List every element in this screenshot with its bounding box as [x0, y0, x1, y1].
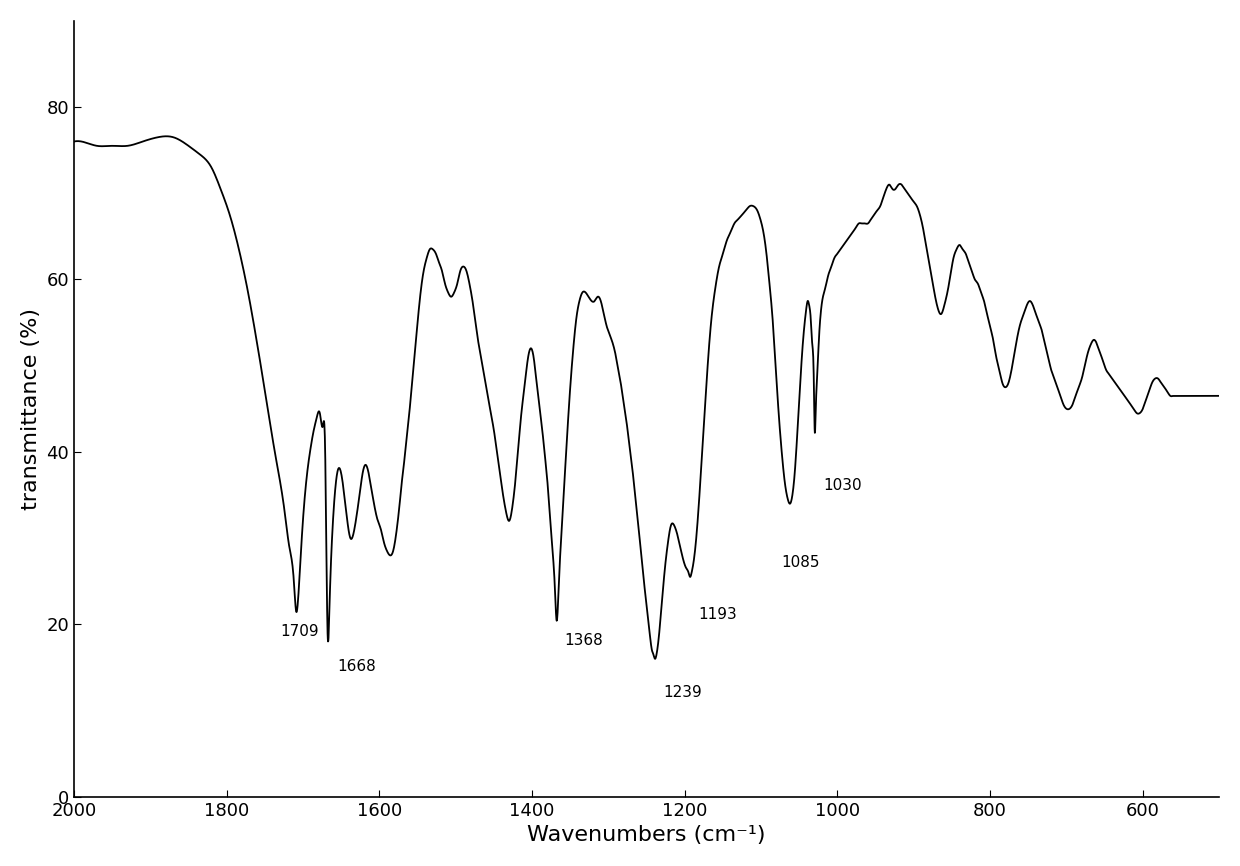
Text: 1668: 1668: [337, 659, 376, 674]
Text: 1085: 1085: [781, 555, 820, 571]
Text: 1709: 1709: [280, 624, 319, 639]
X-axis label: Wavenumbers (cm⁻¹): Wavenumbers (cm⁻¹): [527, 825, 766, 845]
Text: 1368: 1368: [564, 633, 603, 648]
Y-axis label: transmittance (%): transmittance (%): [21, 307, 41, 510]
Text: 1030: 1030: [823, 478, 862, 493]
Text: 1193: 1193: [698, 607, 738, 622]
Text: 1239: 1239: [663, 685, 702, 700]
